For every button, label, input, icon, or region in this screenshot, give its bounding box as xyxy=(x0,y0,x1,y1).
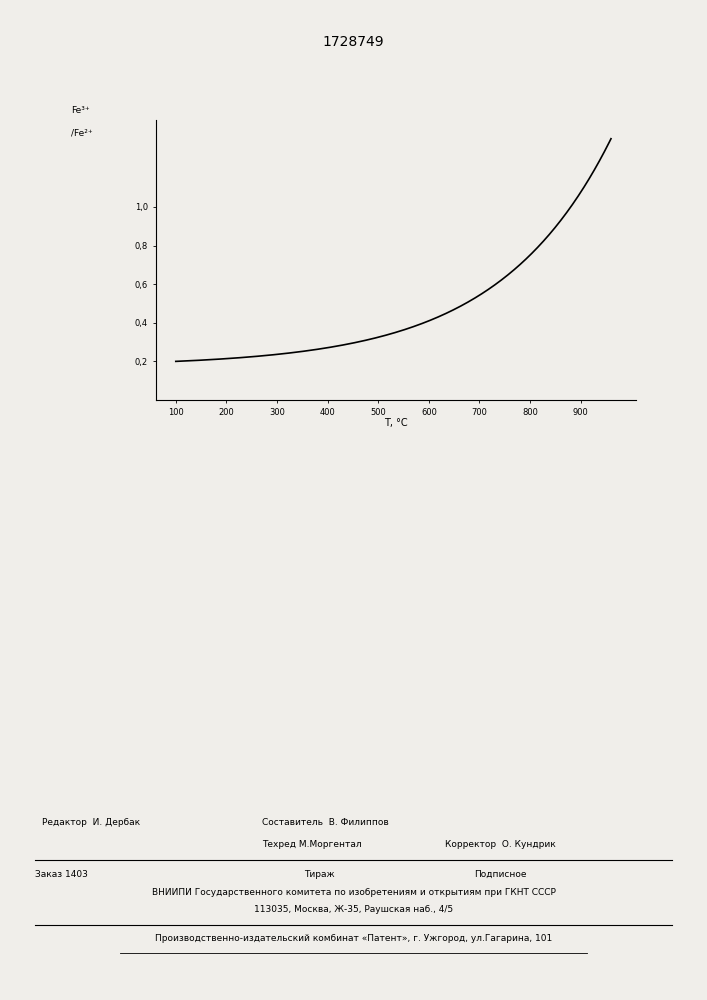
Text: Редактор  И. Дербак: Редактор И. Дербак xyxy=(42,818,141,827)
Text: Составитель  В. Филиппов: Составитель В. Филиппов xyxy=(262,818,388,827)
Text: Техред М.Моргентал: Техред М.Моргентал xyxy=(262,840,361,849)
Text: Тираж: Тираж xyxy=(304,870,334,879)
Text: Fe³⁺: Fe³⁺ xyxy=(71,106,89,115)
Text: /Fe²⁺: /Fe²⁺ xyxy=(71,128,93,137)
Text: Подписное: Подписное xyxy=(474,870,526,879)
Text: Производственно-издательский комбинат «Патент», г. Ужгород, ул.Гагарина, 101: Производственно-издательский комбинат «П… xyxy=(155,934,552,943)
Text: 113035, Москва, Ж-35, Раушская наб., 4/5: 113035, Москва, Ж-35, Раушская наб., 4/5 xyxy=(254,905,453,914)
Text: Корректор  О. Кундрик: Корректор О. Кундрик xyxy=(445,840,556,849)
Text: 1728749: 1728749 xyxy=(322,35,385,49)
X-axis label: T, °C: T, °C xyxy=(384,418,408,428)
Text: Заказ 1403: Заказ 1403 xyxy=(35,870,88,879)
Text: ВНИИПИ Государственного комитета по изобретениям и открытиям при ГКНТ СССР: ВНИИПИ Государственного комитета по изоб… xyxy=(151,888,556,897)
